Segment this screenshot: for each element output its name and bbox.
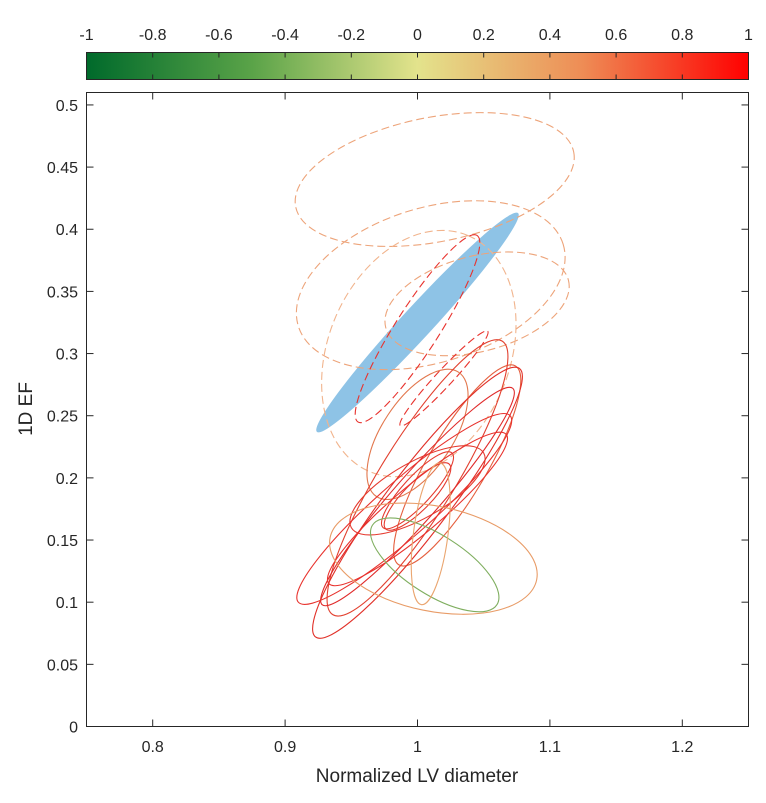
ellipse-layer: [294, 112, 575, 639]
y-axis-title: 1D EF: [16, 382, 37, 436]
plot-background: [86, 92, 749, 727]
y-tick-label: 0.5: [56, 98, 78, 115]
colorbar-ticks: -1 -0.8 -0.6 -0.4 -0.2 0 0.2 0.4 0.6 0.8 1: [79, 27, 753, 80]
y-tick-label: 0.35: [47, 284, 78, 301]
dashed-ellipse: [354, 234, 481, 424]
solid-ellipse: [329, 502, 538, 615]
colorbar-tick-label: -0.8: [139, 27, 167, 44]
y-tick-label: 0.3: [56, 347, 78, 364]
colorbar-tick-label: -0.6: [205, 27, 233, 44]
dashed-ellipse: [295, 200, 566, 371]
colorbar-tick-label: -0.2: [338, 27, 366, 44]
x-tick-label: 1: [413, 739, 422, 756]
colorbar: -1 -0.8 -0.6 -0.4 -0.2 0 0.2 0.4 0.6 0.8 1: [79, 27, 753, 80]
colorbar-tick-label: -1: [79, 27, 93, 44]
y-tick-label: 0.05: [47, 657, 78, 674]
solid-ellipse: [320, 386, 515, 607]
solid-ellipse: [393, 364, 522, 567]
colorbar-tick-label: 0.6: [605, 27, 627, 44]
x-axis-title: Normalized LV diameter: [316, 766, 519, 787]
colorbar-tick-label: 1: [744, 27, 753, 44]
y-tick-label: 0.25: [47, 409, 78, 426]
dashed-ellipse: [384, 251, 570, 357]
colorbar-tick-label: 0.2: [473, 27, 495, 44]
y-tick-label: 0.4: [56, 222, 78, 239]
dashed-ellipse: [294, 112, 575, 247]
x-tick-label: 1.1: [539, 739, 561, 756]
solid-ellipse: [326, 431, 509, 587]
solid-ellipse: [369, 517, 500, 613]
y-tick-label: 0.15: [47, 533, 78, 550]
reference-region-layer: [316, 212, 519, 433]
solid-ellipse: [296, 412, 513, 605]
solid-ellipse: [410, 462, 451, 606]
colorbar-tick-label: 0: [413, 27, 422, 44]
solid-ellipse: [366, 368, 469, 501]
colorbar-tick-label: 0.8: [671, 27, 693, 44]
y-tick-label: 0.1: [56, 595, 78, 612]
x-tick-label: 0.9: [274, 739, 296, 756]
y-tick-label: 0: [69, 720, 78, 737]
colorbar-tick-label: 0.4: [539, 27, 561, 44]
colorbar-tick-label: -0.4: [271, 27, 299, 44]
solid-ellipse: [312, 366, 523, 639]
x-axis: 0.8 0.9 1 1.1 1.2: [142, 92, 694, 756]
x-tick-label: 1.2: [671, 739, 693, 756]
y-tick-label: 0.2: [56, 471, 78, 488]
y-axis: 0 0.05 0.1 0.15 0.2 0.25 0.3 0.35 0.4 0.45 0.5: [47, 98, 749, 737]
x-tick-label: 0.8: [142, 739, 164, 756]
solid-ellipse: [326, 339, 509, 617]
reference-region: [316, 212, 519, 433]
y-tick-label: 0.45: [47, 160, 78, 177]
